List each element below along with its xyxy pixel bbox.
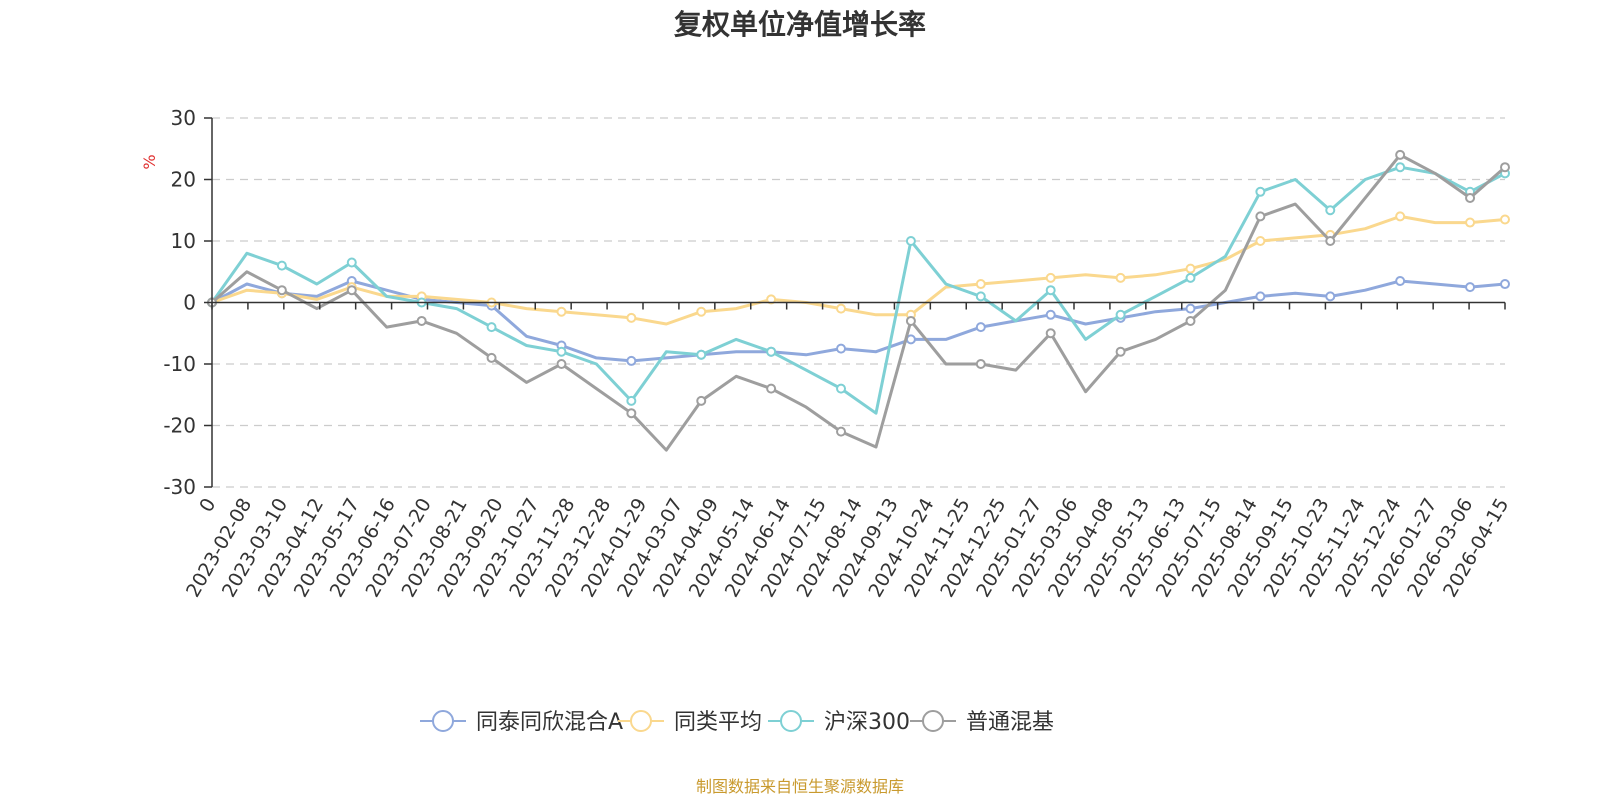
data-point [905,315,916,326]
data-point [1500,162,1510,173]
data-point [1185,263,1196,274]
data-point [1255,236,1266,246]
data-point [905,334,916,345]
data-point [975,291,986,302]
legend-marker [432,710,454,732]
data-point [766,294,777,305]
data-point [1045,285,1056,296]
data-point [836,383,847,394]
data-point [556,306,567,317]
data-point [626,408,637,419]
source-note: 制图数据来自恒生聚源数据库 [696,777,904,796]
data-point [1465,192,1476,203]
x-tick-label: 0 [195,495,220,516]
data-point [1045,272,1056,283]
axis-layer: 3020100-10-20-3002023-02-082023-03-10202… [163,106,1513,601]
data-point [556,346,567,357]
data-point [1325,291,1336,302]
legend-marker [780,710,802,732]
data-point [975,279,986,290]
data-point [346,257,357,268]
legend-item-4: 普通混基 [910,710,1054,735]
data-point [276,285,287,296]
data-point [626,355,637,366]
series-layer [207,149,1510,452]
data-point [276,260,287,271]
series-line [211,279,1506,363]
series-line [211,153,1506,452]
data-point [1255,186,1266,197]
data-point [626,395,637,406]
series-4 [207,149,1510,452]
data-point [1395,211,1406,222]
data-point [486,352,497,363]
legend-marker [922,710,944,732]
data-point [1500,279,1510,290]
data-point [975,359,986,369]
series-1 [207,275,1510,366]
data-point [1325,205,1336,216]
data-point [626,312,637,323]
data-point [1395,149,1406,160]
data-point [1465,217,1476,228]
legend-label: 普通混基 [966,710,1054,735]
data-point [696,349,707,360]
y-tick-label: -10 [163,352,196,376]
data-point [1185,315,1196,326]
series-line [211,214,1506,326]
legend-label: 同类平均 [674,710,762,735]
legend: 同泰同欣混合A 同类平均 沪深300 普通混基 [420,710,1054,735]
data-point [836,426,847,437]
data-point [766,346,777,357]
data-point [766,383,777,394]
chart-title: 复权单位净值增长率 [674,8,926,41]
data-point [1185,303,1196,314]
data-point [1115,346,1126,357]
data-point [1045,328,1056,339]
data-point [1500,214,1510,225]
data-point [486,322,497,333]
y-tick-label: 0 [183,291,196,315]
series-3 [207,162,1510,415]
data-point [836,303,847,314]
series-2 [207,211,1510,326]
data-point [1115,272,1126,283]
data-point [1185,272,1196,283]
data-point [416,315,427,326]
data-point [1395,162,1406,173]
data-point [1255,211,1266,222]
data-point [836,343,847,354]
grid-layer [212,117,1505,488]
y-tick-label: 20 [171,168,196,192]
legend-label: 同泰同欣混合A [476,710,623,735]
y-axis-unit-label: % [140,154,159,169]
legend-label: 沪深300 [824,710,910,735]
data-point [1325,236,1336,246]
y-tick-label: 10 [171,229,196,253]
data-point [905,236,916,246]
data-point [1255,291,1266,302]
legend-item-1: 同泰同欣混合A [420,710,623,735]
data-point [1395,275,1406,286]
legend-item-2: 同类平均 [618,710,762,735]
series-line [210,165,1506,415]
data-point [346,285,357,296]
y-tick-label: -30 [163,475,196,499]
legend-marker [630,710,652,732]
data-point [1045,309,1056,320]
data-point [556,359,567,369]
data-point [696,306,707,317]
data-point [1465,282,1476,293]
y-tick-label: 30 [171,106,196,130]
legend-item-3: 沪深300 [768,710,910,735]
data-point [975,322,986,333]
data-point [696,395,707,406]
y-tick-label: -20 [163,414,196,438]
data-point [1115,309,1126,320]
